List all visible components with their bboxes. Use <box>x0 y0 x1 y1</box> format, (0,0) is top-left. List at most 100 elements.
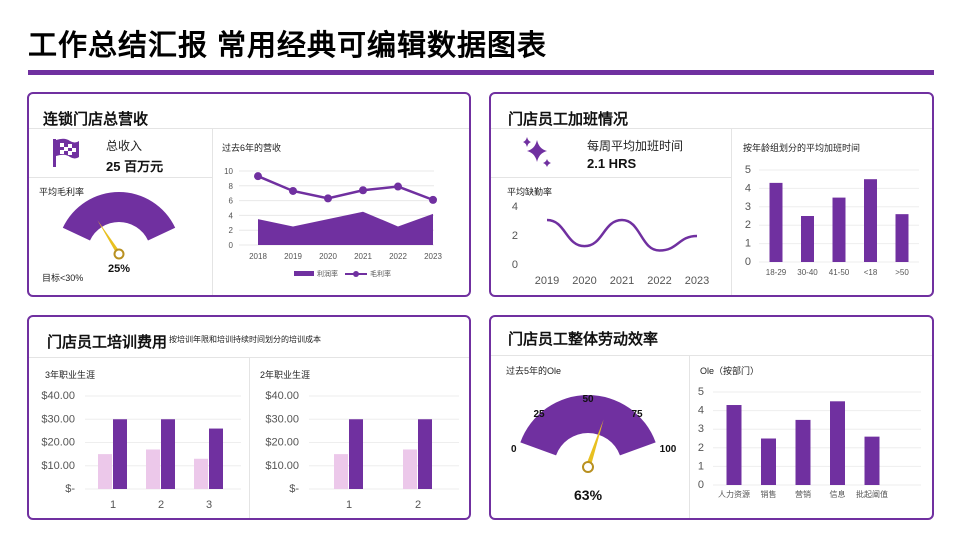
y-tick-label: 10 <box>224 167 233 176</box>
kpi-value: 25 百万元 <box>106 159 164 174</box>
y-tick-label: $20.00 <box>41 437 75 449</box>
x-tick-label: 2 <box>415 499 421 511</box>
legend-marker <box>353 271 359 277</box>
gauge-tick-label: 75 <box>631 409 643 420</box>
y-tick-label: 0 <box>229 241 234 250</box>
x-tick-label: 销售 <box>761 489 777 499</box>
bar <box>209 428 223 489</box>
y-tick-label: 4 <box>229 211 234 220</box>
y-tick-label: 1 <box>698 460 704 472</box>
gauge-arc <box>520 395 656 456</box>
divider <box>731 128 732 295</box>
bar <box>194 458 208 489</box>
x-tick-label: 信息 <box>830 489 846 499</box>
divider <box>491 355 932 356</box>
gauge-tick-label: 50 <box>582 394 594 405</box>
line-point <box>429 195 437 204</box>
y-tick-label: $10.00 <box>41 460 75 472</box>
gauge-needle <box>97 220 121 256</box>
gauge-tick-label: 100 <box>660 444 677 455</box>
chart-title: 过去6年的营收 <box>222 143 282 153</box>
bar <box>864 436 880 485</box>
bar <box>830 401 845 485</box>
bar <box>832 197 846 262</box>
x-tick-label: 2019 <box>284 252 302 261</box>
bar <box>349 419 363 489</box>
title-rule <box>28 70 934 75</box>
bar <box>726 405 742 485</box>
bar <box>761 438 776 485</box>
y-tick-label: 4 <box>745 182 751 194</box>
bar <box>113 419 127 489</box>
x-tick-label: 2021 <box>610 275 634 287</box>
x-tick-label: 3 <box>206 499 212 511</box>
y-tick-label: 3 <box>745 201 751 213</box>
y-tick-label: 2 <box>229 226 234 235</box>
divider <box>491 128 932 129</box>
divider <box>29 177 212 178</box>
x-tick-label: 18-29 <box>766 268 787 277</box>
x-tick-label: 1 <box>346 499 352 511</box>
page-title: 工作总结汇报 常用经典可编辑数据图表 <box>28 30 548 62</box>
efficiency-charts: 0 25 50 75 100 0 1 2 3 4 5 人力资源 销售 营销 信息 批起阐值 <box>511 386 921 499</box>
legend-label: 毛利率 <box>370 269 391 278</box>
bar <box>895 214 909 262</box>
panel-title: 连锁门店总营收 <box>43 111 149 128</box>
y-tick-label: $- <box>289 483 299 495</box>
series-line-absence <box>546 218 698 252</box>
kpi-value: 2.1 HRS <box>587 156 637 171</box>
bar-chart-title: Ole（按部门） <box>700 366 760 376</box>
x-tick-label: 营销 <box>795 489 811 499</box>
y-tick-label: $20.00 <box>265 437 299 449</box>
bar <box>418 419 432 489</box>
bar <box>146 449 160 489</box>
series-line-gross <box>257 175 434 202</box>
revenue-panel: 连锁门店总营收 总收入 25 百万元 平均毛利率 目标<30% 过去6年的营收 … <box>27 92 471 297</box>
gauge-hub <box>582 461 594 473</box>
gauge-tick-label: 25 <box>533 409 545 420</box>
efficiency-panel: 门店员工整体劳动效率 过去5年的Ole Ole（按部门） 0 25 50 75 100 0… <box>489 315 934 520</box>
series-area-profit <box>258 211 433 245</box>
divider <box>212 128 213 295</box>
overtime-charts: 0 2 4 2019 2020 2021 2022 2023 0 1 2 3 4 5 18-29 30-40 4… <box>512 164 919 287</box>
line-point <box>289 186 297 195</box>
x-tick-label: 2018 <box>249 252 267 261</box>
x-tick-label: 2023 <box>424 252 442 261</box>
divider <box>491 177 731 178</box>
y-tick-label: 4 <box>512 201 518 213</box>
kpi-label: 每周平均加班时间 <box>587 139 684 153</box>
line-point <box>254 172 262 181</box>
y-tick-label: 3 <box>698 423 704 435</box>
y-tick-label: 0 <box>745 256 751 268</box>
panel-title: 门店员工整体劳动效率 <box>508 331 659 348</box>
line-point <box>359 186 367 195</box>
x-tick-label: 2022 <box>647 275 671 287</box>
y-tick-label: $30.00 <box>265 413 299 425</box>
divider <box>29 128 469 129</box>
y-tick-label: 0 <box>512 259 518 271</box>
y-tick-label: $40.00 <box>41 390 75 402</box>
y-tick-label: 5 <box>698 386 704 398</box>
x-tick-label: 2020 <box>319 252 337 261</box>
overtime-panel: 门店员工加班情况 每周平均加班时间 2.1 HRS 平均缺勤率 按年龄组划分的平… <box>489 92 934 297</box>
gauge-value: 25% <box>108 263 131 275</box>
x-tick-label: 2022 <box>389 252 407 261</box>
bar <box>403 449 417 489</box>
gauge-value: 63% <box>574 487 603 503</box>
legend-label: 利润率 <box>317 269 338 278</box>
panel-title: 门店员工加班情况 <box>508 111 629 128</box>
y-tick-label: 4 <box>698 405 704 417</box>
bar <box>801 216 814 262</box>
line-point <box>394 182 402 191</box>
bar-chart-title: 按年龄组划分的平均加班时间 <box>743 143 861 153</box>
y-tick-label: 2 <box>698 442 704 454</box>
chart-title-3yr: 3年职业生涯 <box>45 370 96 380</box>
gauge-label: 平均毛利率 <box>39 187 85 197</box>
bar <box>98 454 112 489</box>
panel-subtitle: 按培训年限和培训持续时间划分的培训成本 <box>169 335 321 344</box>
x-tick-label: 1 <box>110 499 116 511</box>
y-tick-label: 2 <box>745 219 751 231</box>
x-tick-label: 人力资源 <box>718 489 750 499</box>
bar <box>161 419 175 489</box>
y-tick-label: $- <box>65 483 75 495</box>
